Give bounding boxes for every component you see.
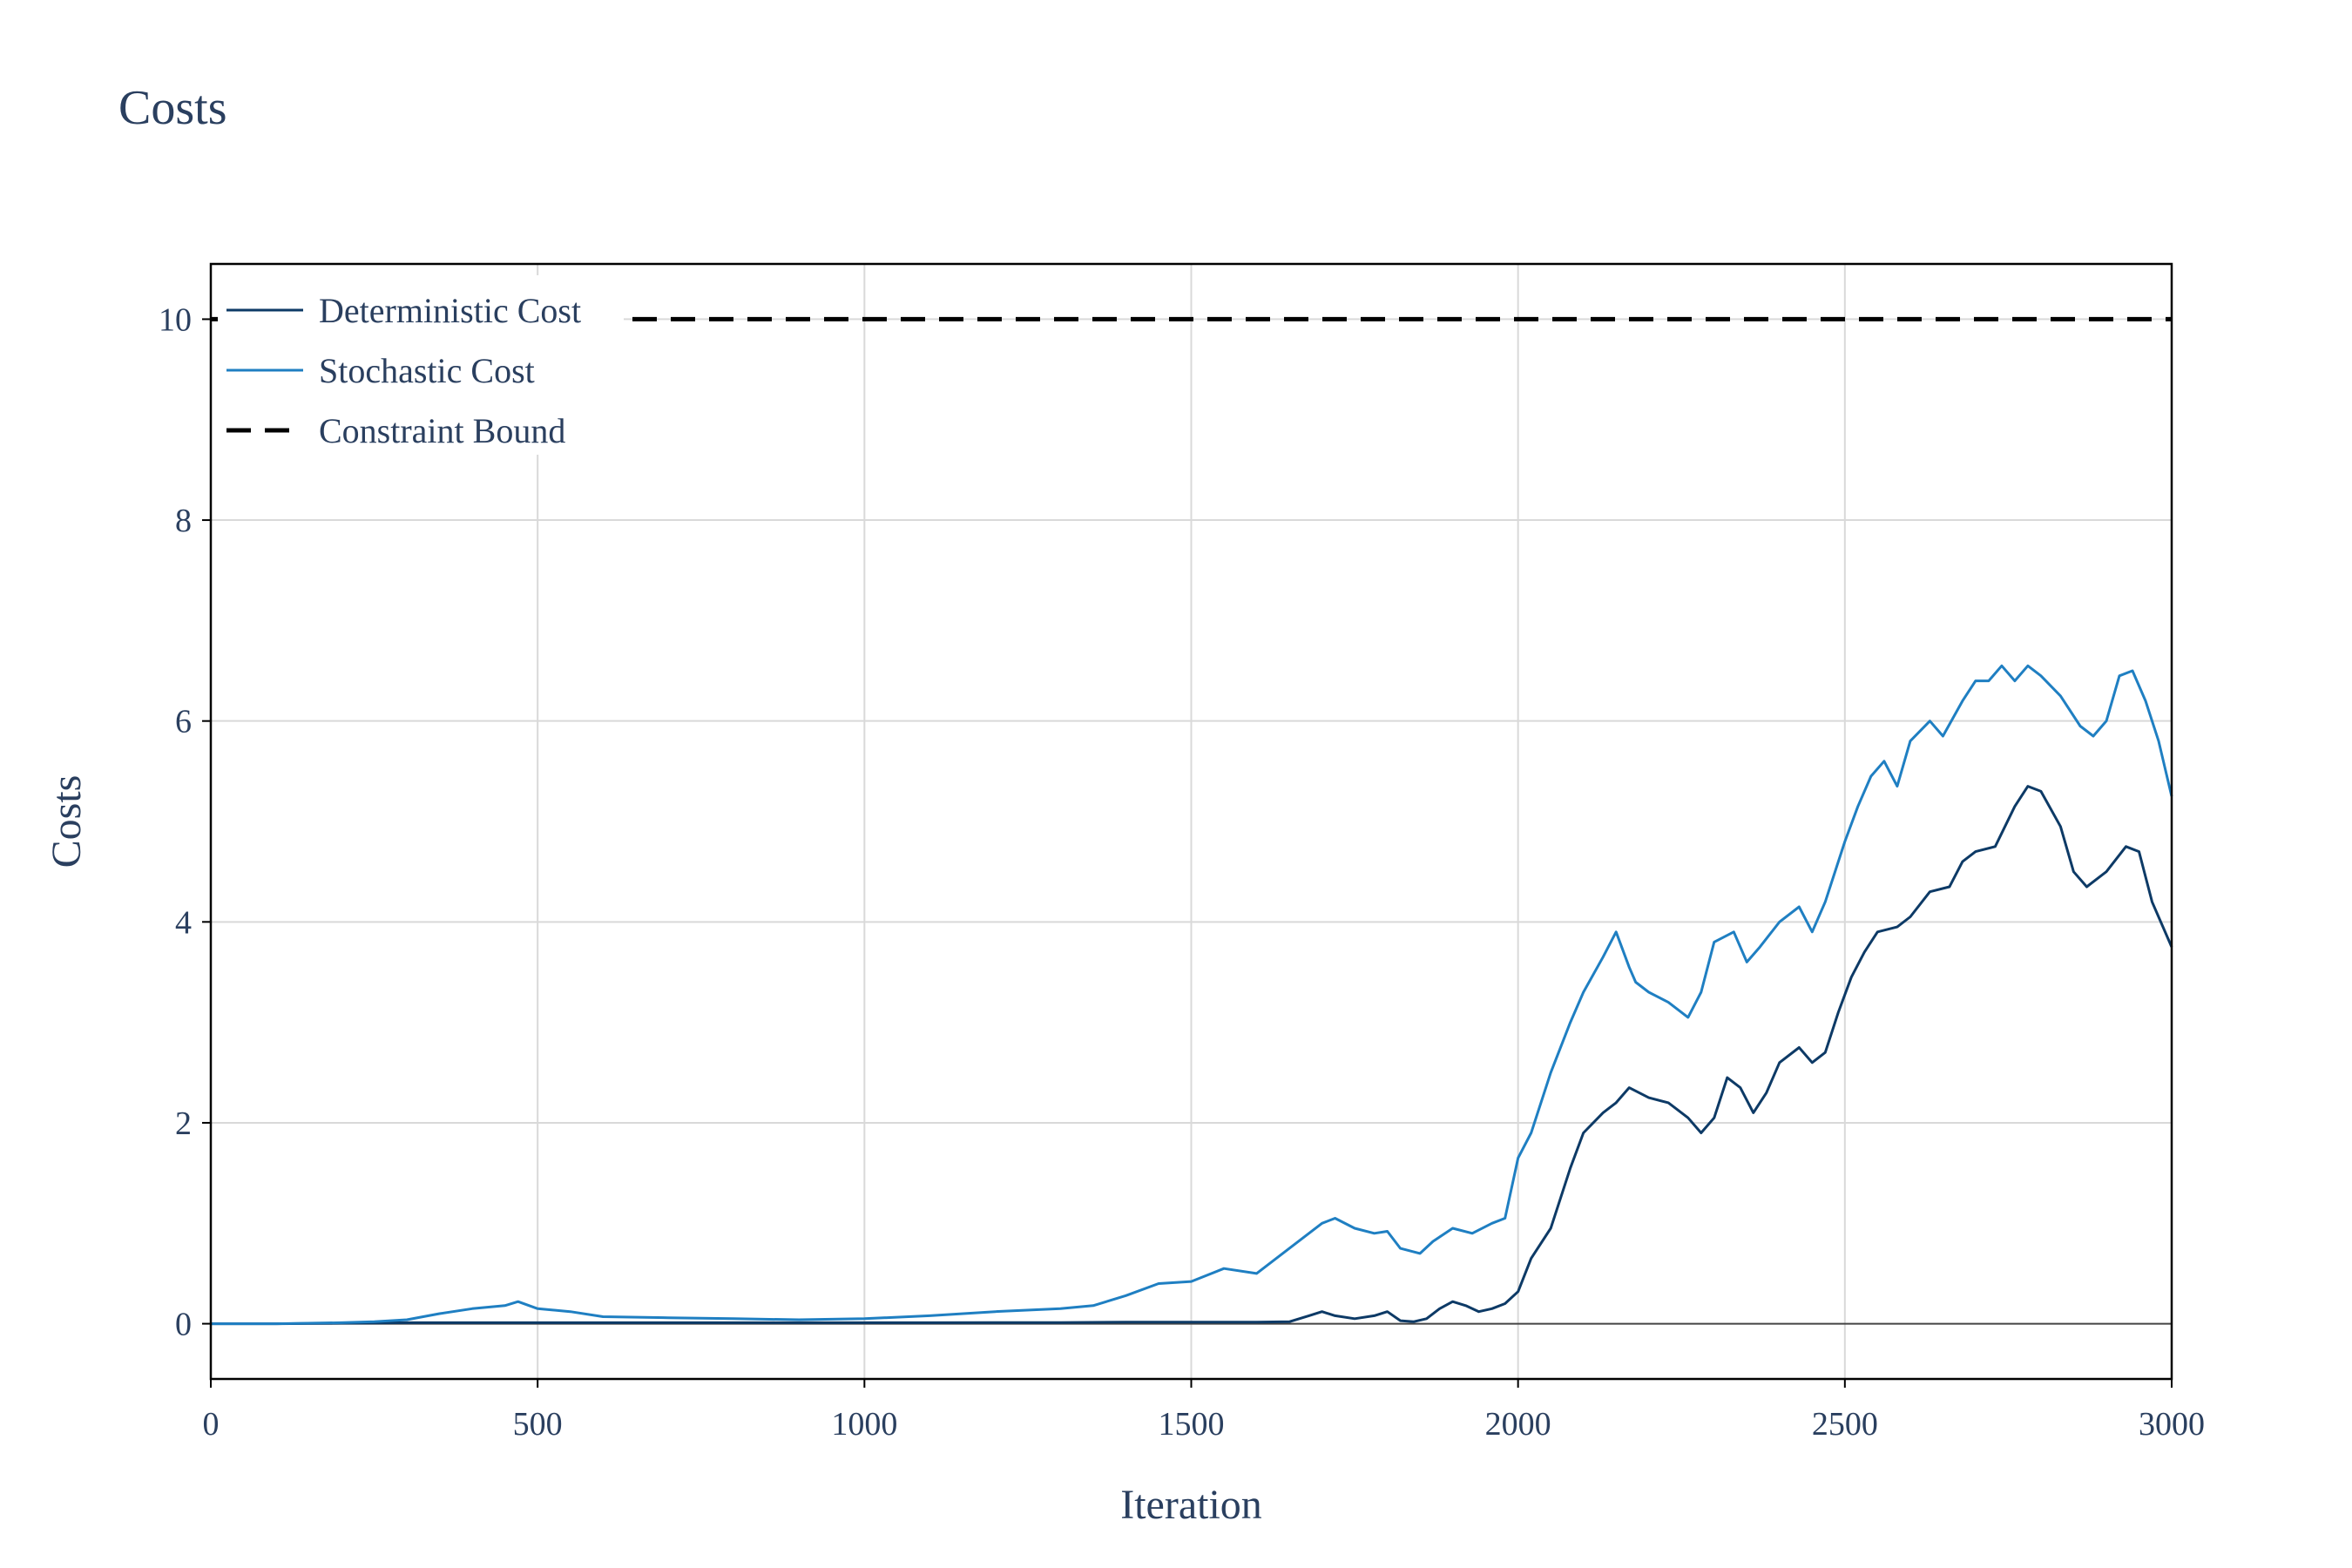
x-tick-label: 3000: [2139, 1406, 2205, 1443]
y-tick-label: 6: [175, 704, 192, 740]
legend-item-label: Constraint Bound: [319, 411, 565, 450]
x-tick-label: 500: [513, 1406, 563, 1443]
y-tick-label: 0: [175, 1307, 192, 1343]
x-axis-title: Iteration: [1120, 1482, 1262, 1528]
series-line-1: [211, 785, 2173, 1326]
grid-lines: [211, 264, 2172, 1379]
y-tick-label: 10: [159, 301, 192, 338]
x-tick-label: 2000: [1485, 1406, 1551, 1443]
x-tick-label: 0: [203, 1406, 220, 1443]
legend[interactable]: Deterministic Cost Stochastic Cost Constra…: [218, 275, 624, 455]
legend-item-label: Deterministic Cost: [319, 291, 581, 330]
x-axis-ticks: 0 500 1000 1500 2000 2500 3000: [203, 1379, 2205, 1443]
x-tick-label: 1000: [831, 1406, 897, 1443]
legend-item-label: Stochastic Cost: [319, 351, 535, 390]
series-line-2: [211, 664, 2173, 1326]
y-tick-label: 2: [175, 1105, 192, 1142]
x-tick-label: 2500: [1812, 1406, 1878, 1443]
y-axis-ticks: 0 2 4 6 8 10: [159, 301, 211, 1343]
chart-title: Costs: [118, 81, 227, 135]
legend-background: [218, 275, 624, 455]
y-axis-title: Costs: [44, 775, 90, 868]
y-tick-label: 4: [175, 904, 192, 941]
x-tick-label: 1500: [1159, 1406, 1225, 1443]
y-tick-label: 8: [175, 503, 192, 539]
